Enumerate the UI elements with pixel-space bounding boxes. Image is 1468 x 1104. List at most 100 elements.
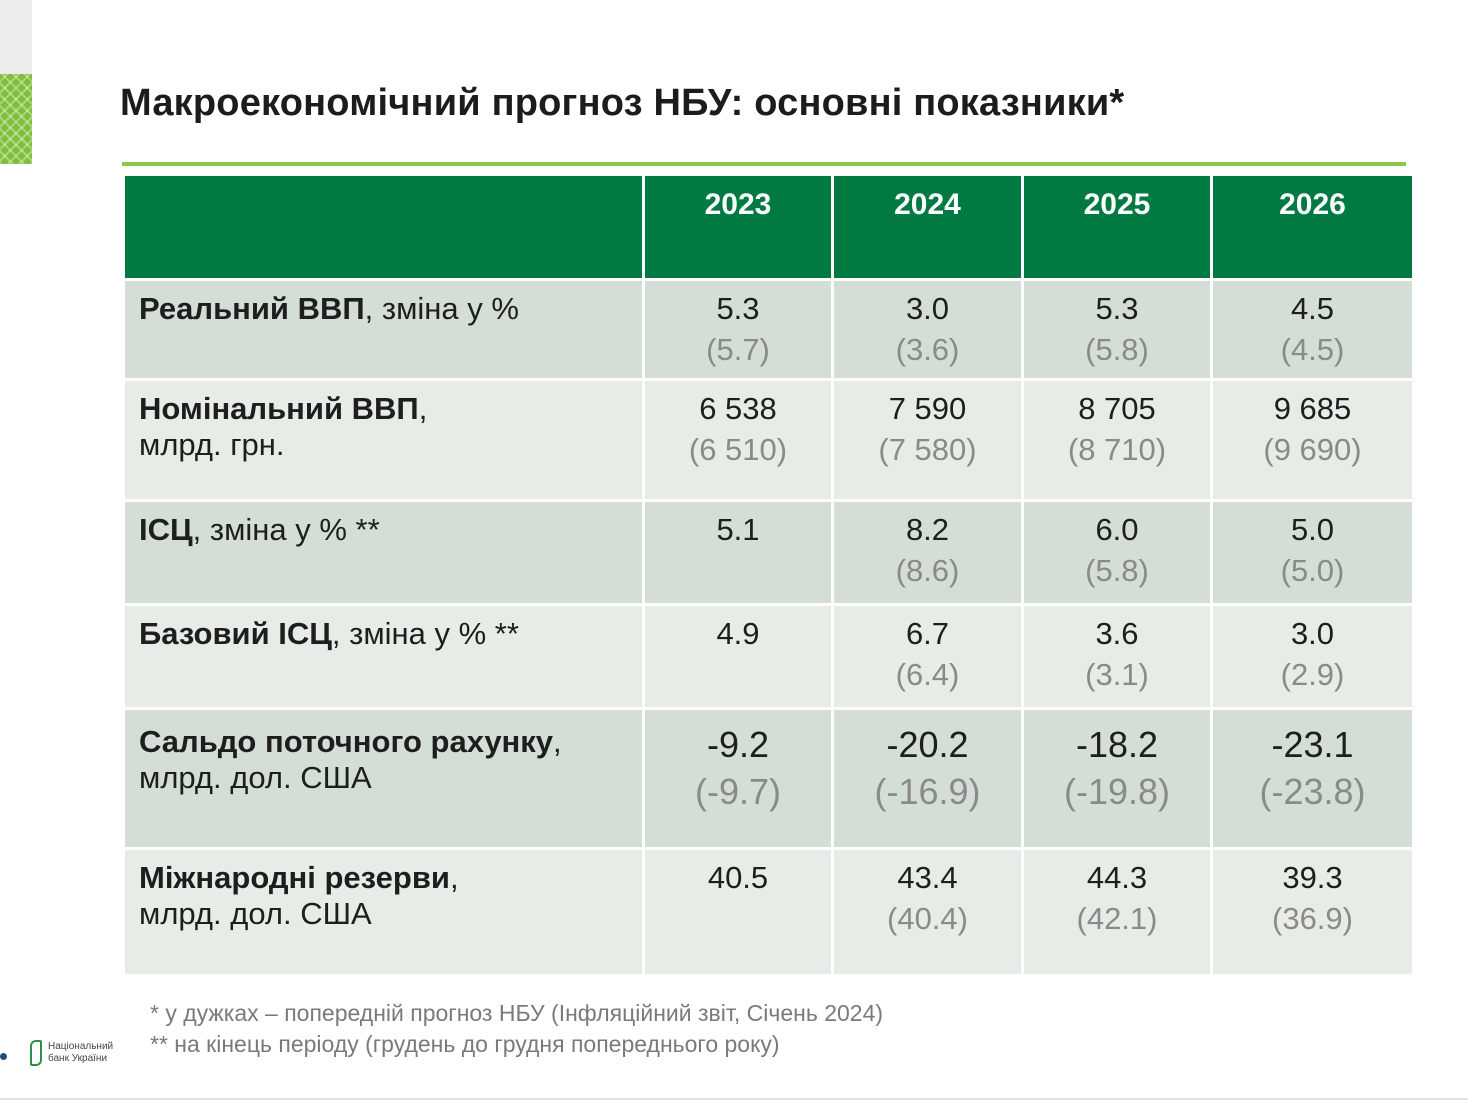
row-label-line2: млрд. дол. США (139, 760, 372, 795)
previous-value: (4.5) (1280, 332, 1345, 367)
table-row: Сальдо поточного рахунку, млрд. дол. США … (125, 710, 1412, 847)
current-value: 4.9 (716, 616, 760, 651)
value-cell: 7 590 (7 580) (834, 381, 1021, 499)
value-cell: 40.5 (645, 850, 831, 974)
row-label-line2: млрд. дол. США (139, 896, 372, 931)
table-header-row: 2023 2024 2025 2026 (125, 176, 1412, 278)
header-cell-year: 2026 (1213, 176, 1412, 278)
value-cell: -9.2 (-9.7) (645, 710, 831, 847)
row-label-line2: млрд. грн. (139, 427, 285, 462)
previous-value: (5.8) (1085, 553, 1149, 588)
value-cell: 8 705 (8 710) (1024, 381, 1210, 499)
current-value: 43.4 (897, 860, 958, 895)
row-label-rest: , (418, 391, 428, 426)
previous-value: (-23.8) (1259, 771, 1366, 812)
table-row: Номінальний ВВП, млрд. грн. 6 538 (6 510) … (125, 381, 1412, 499)
value-cell: -20.2 (-16.9) (834, 710, 1021, 847)
row-label: ІСЦ, зміна у % ** (125, 502, 642, 603)
row-label: Сальдо поточного рахунку, млрд. дол. США (125, 710, 642, 847)
row-label-rest: , зміна у % (364, 291, 519, 326)
current-value: 4.5 (1290, 291, 1335, 326)
current-value: 8.2 (905, 512, 950, 547)
previous-value: (8 710) (1067, 432, 1167, 467)
row-label: Міжнародні резерви, млрд. дол. США (125, 850, 642, 974)
row-label-rest: , (449, 860, 459, 895)
previous-value: (36.9) (1272, 901, 1353, 936)
table-row: Базовий ІСЦ, зміна у % ** 4.9 6.7 (6.4) 3… (125, 606, 1412, 707)
current-value: 3.0 (905, 291, 950, 326)
previous-value: (2.9) (1280, 657, 1345, 692)
header-cell-year: 2023 (645, 176, 831, 278)
value-cell: -18.2 (-19.8) (1024, 710, 1210, 847)
value-cell: 44.3 (42.1) (1024, 850, 1210, 974)
previous-value: (40.4) (887, 901, 968, 936)
current-value: 6.7 (905, 616, 950, 651)
current-value: 40.5 (707, 860, 769, 895)
value-cell: 3.6 (3.1) (1024, 606, 1210, 707)
row-label-rest: , зміна у % ** (331, 616, 519, 651)
current-value: -23.1 (1271, 724, 1354, 765)
value-cell: 39.3 (36.9) (1213, 850, 1412, 974)
page-title: Макроекономічний прогноз НБУ: основні по… (120, 82, 1125, 124)
row-label-bold: ІСЦ (139, 512, 193, 547)
title-divider (122, 162, 1406, 166)
header-cell-year: 2024 (834, 176, 1021, 278)
nbu-logo: Національний банк України (30, 1040, 113, 1066)
value-cell: 5.3 (5.8) (1024, 281, 1210, 378)
row-label: Номінальний ВВП, млрд. грн. (125, 381, 642, 499)
header-cell-blank (125, 176, 642, 278)
current-value: -20.2 (886, 724, 969, 765)
row-label-bold: Сальдо поточного рахунку (139, 724, 554, 759)
previous-value: (3.1) (1085, 657, 1149, 692)
value-cell: 3.0 (3.6) (834, 281, 1021, 378)
row-label-bold: Реальний ВВП (139, 291, 365, 326)
row-label-rest: , (553, 724, 562, 759)
row-label-rest: , зміна у % ** (192, 512, 380, 547)
value-cell: 5.3 (5.7) (645, 281, 831, 378)
footnote-previous-forecast: * у дужках – попередній прогноз НБУ (Інф… (150, 1000, 884, 1026)
slide-dot (0, 1053, 7, 1060)
previous-value: (5.7) (706, 332, 770, 367)
row-label: Реальний ВВП, зміна у % (125, 281, 642, 378)
current-value: -18.2 (1075, 724, 1159, 765)
value-cell: 4.5 (4.5) (1213, 281, 1412, 378)
value-cell: 5.1 (645, 502, 831, 603)
previous-value: (6.4) (895, 657, 960, 692)
side-strip (0, 0, 32, 74)
previous-value: (5.0) (1280, 553, 1345, 588)
previous-value: (-16.9) (874, 771, 981, 812)
bottom-divider (0, 1098, 1468, 1100)
current-value: 9 685 (1273, 391, 1352, 426)
value-cell: 8.2 (8.6) (834, 502, 1021, 603)
previous-value: (-9.7) (694, 771, 781, 812)
value-cell: 4.9 (645, 606, 831, 707)
value-cell: 43.4 (40.4) (834, 850, 1021, 974)
forecast-table: 2023 2024 2025 2026 Реальний ВВП, зміна … (122, 173, 1415, 977)
footnotes: * у дужках – попередній прогноз НБУ (Інф… (150, 998, 883, 1060)
previous-value: (6 510) (688, 432, 788, 467)
current-value: 6.0 (1095, 512, 1139, 547)
row-label-bold: Базовий ІСЦ (139, 616, 332, 651)
current-value: 3.0 (1290, 616, 1335, 651)
value-cell: -23.1 (-23.8) (1213, 710, 1412, 847)
previous-value: (7 580) (878, 432, 977, 467)
previous-value: (-19.8) (1063, 771, 1171, 812)
nbu-logo-icon (30, 1040, 42, 1066)
current-value: -9.2 (706, 724, 770, 765)
table-row: Реальний ВВП, зміна у % 5.3 (5.7) 3.0 (3.6… (125, 281, 1412, 378)
previous-value: (42.1) (1076, 901, 1158, 936)
value-cell: 9 685 (9 690) (1213, 381, 1412, 499)
row-label-bold: Номінальний ВВП (139, 391, 419, 426)
previous-value: (5.8) (1085, 332, 1149, 367)
footnote-end-of-period: ** на кінець періоду (грудень до грудня … (150, 1031, 780, 1057)
current-value: 6 538 (699, 391, 777, 426)
current-value: 3.6 (1095, 616, 1139, 651)
side-pattern-decoration (0, 74, 32, 164)
row-label: Базовий ІСЦ, зміна у % ** (125, 606, 642, 707)
value-cell: 6.0 (5.8) (1024, 502, 1210, 603)
current-value: 5.3 (1095, 291, 1139, 326)
current-value: 5.1 (716, 512, 760, 547)
previous-value: (9 690) (1263, 432, 1362, 467)
current-value: 7 590 (888, 391, 967, 426)
nbu-logo-text: Національний банк України (48, 1041, 114, 1064)
